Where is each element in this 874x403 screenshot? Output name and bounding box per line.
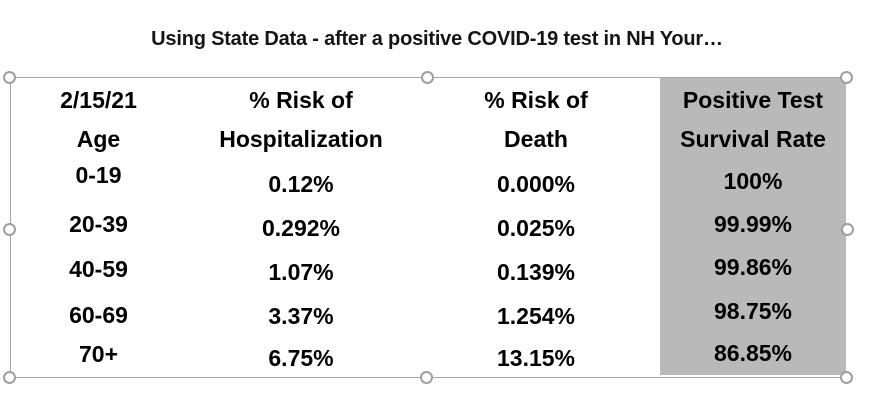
selection-handle-middle-left[interactable] [3, 223, 16, 236]
cell-hosp-row4: 6.75% [268, 345, 334, 371]
cell-survival-row0: 100% [723, 168, 783, 194]
selection-handle-top-center[interactable] [421, 71, 434, 84]
cell-age-row2: 40-59 [69, 256, 128, 282]
cell-hosp-row1: 0.292% [261, 215, 340, 241]
cell-death-row3: 1.254% [496, 303, 575, 329]
selection-handle-bottom-center[interactable] [420, 371, 433, 384]
column-survival: Positive Test Survival Rate 100% 99.99% … [660, 78, 846, 377]
header-death-line1: % Risk of [484, 87, 588, 113]
cell-age-row1: 20-39 [69, 211, 128, 237]
cell-hosp-row2: 1.07% [268, 259, 334, 285]
cell-survival-row1: 99.99% [713, 211, 792, 237]
header-age-label: Age [76, 126, 121, 152]
cell-survival-row3: 98.75% [713, 298, 792, 324]
selection-handle-top-right[interactable] [840, 71, 853, 84]
column-hospitalization: % Risk of Hospitalization 0.12% 0.292% 1… [186, 78, 416, 377]
cell-death-row1: 0.025% [496, 215, 575, 241]
cell-survival-row2: 99.86% [713, 254, 792, 280]
selection-handle-top-left[interactable] [3, 71, 16, 84]
covid-risk-table[interactable]: 2/15/21 Age 0-19 20-39 40-59 60-69 70+ %… [10, 77, 846, 378]
cell-death-row4: 13.15% [496, 345, 575, 371]
cell-survival-row4: 86.85% [713, 340, 792, 366]
header-survival-line1: Positive Test [682, 87, 824, 113]
header-death-line2: Death [504, 126, 568, 152]
slide-title: Using State Data - after a positive COVI… [151, 28, 723, 50]
survival-column-highlight [660, 78, 846, 375]
header-hosp-line1: % Risk of [249, 87, 353, 113]
header-hosp-line2: Hospitalization [219, 126, 383, 152]
cell-age-row0: 0-19 [75, 162, 122, 188]
selection-handle-middle-right[interactable] [841, 223, 854, 236]
column-death: % Risk of Death 0.000% 0.025% 0.139% 1.2… [421, 78, 651, 377]
cell-hosp-row3: 3.37% [268, 303, 334, 329]
header-age-date: 2/15/21 [60, 87, 137, 113]
column-age: 2/15/21 Age 0-19 20-39 40-59 60-69 70+ [11, 78, 186, 377]
cell-hosp-row0: 0.12% [268, 171, 334, 197]
cell-death-row0: 0.000% [496, 171, 575, 197]
cell-age-row3: 60-69 [69, 302, 128, 328]
header-survival-line2: Survival Rate [680, 126, 826, 152]
cell-age-row4: 70+ [78, 341, 118, 367]
selection-handle-bottom-right[interactable] [840, 371, 853, 384]
selection-handle-bottom-left[interactable] [3, 371, 16, 384]
cell-death-row2: 0.139% [496, 259, 575, 285]
